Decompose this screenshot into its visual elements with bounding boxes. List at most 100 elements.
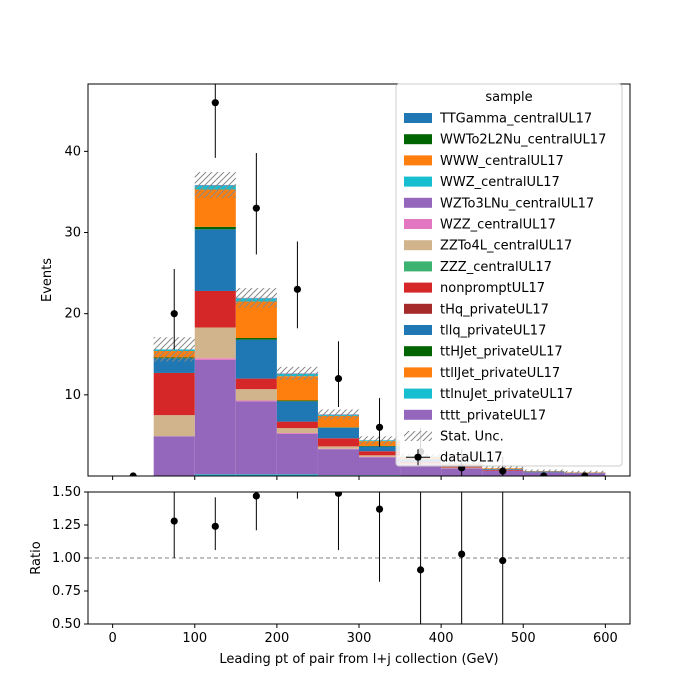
- stat-unc-bin-4: [276, 366, 318, 380]
- ratio-panel: 0.50 0.75 1.00 1.25 1.50 0 100 200 300 400 500 600…: [29, 485, 631, 667]
- legend-label: WWW_centralUL17: [440, 154, 564, 169]
- bar-ZZTo4L_centralUL17-bin-6: [359, 455, 401, 457]
- bar-nonpromptUL17-bin-4: [276, 421, 318, 429]
- legend: sample TTGamma_centralUL17 WWTo2L2Nu_cent…: [395, 83, 623, 467]
- legend-swatch-stat-unc: [404, 431, 432, 441]
- x-tick-label: 600: [593, 631, 618, 646]
- bar-WZTo3LNu_centralUL17-bin-2: [194, 359, 236, 475]
- stat-unc-bin-10: [523, 469, 565, 473]
- data-point-5: [334, 375, 343, 383]
- ratio-point-7: [458, 550, 466, 558]
- main-y-tick-label: 20: [64, 307, 81, 322]
- legend-swatch-WWTo2L2Nu_centralUL17: [404, 134, 432, 145]
- legend-swatch-ttlnuJet_privateUL17: [404, 388, 432, 399]
- legend-swatch-ttllJet_privateUL17: [404, 367, 432, 378]
- bar-ZZTo4L_centralUL17-bin-1: [153, 415, 195, 437]
- x-tick-label: 100: [182, 631, 207, 646]
- main-x-ticks: [112, 476, 606, 480]
- data-point-9: [499, 467, 507, 475]
- legend-label: ttllJet_privateUL17: [440, 366, 560, 381]
- legend-swatch-ttHJet_privateUL17: [404, 346, 432, 357]
- main-y-axis-label: Events: [40, 258, 55, 302]
- bar-ttHJet_privateUL17-bin-2: [194, 226, 236, 230]
- ratio-point-0: [170, 517, 178, 525]
- ratio-y-tick-label: 1.50: [52, 485, 81, 500]
- legend-swatch-ZZZ_centralUL17: [404, 261, 432, 272]
- ratio-y-tick-label: 0.50: [52, 617, 81, 632]
- bar-ttHJet_privateUL17-bin-3: [235, 338, 277, 340]
- bar-tllq_privateUL17-bin-3: [235, 339, 277, 379]
- data-point-4: [293, 285, 302, 293]
- ratio-point-1: [211, 522, 219, 530]
- ratio-y-tick-label: 1.25: [52, 518, 81, 533]
- bar-nonpromptUL17-bin-6: [359, 451, 401, 456]
- data-point-6: [375, 423, 384, 431]
- legend-label: WWZ_centralUL17: [440, 175, 560, 190]
- main-y-ticks: 10 20 30 40: [64, 144, 88, 403]
- bar-nonpromptUL17-bin-3: [235, 378, 277, 390]
- main-y-tick-label: 30: [64, 226, 81, 241]
- legend-swatch-WZZ_centralUL17: [404, 219, 432, 229]
- stacked-bars: [153, 185, 606, 476]
- legend-swatch-WZTo3LNu_centralUL17: [404, 197, 432, 208]
- legend-label: tHq_privateUL17: [440, 302, 549, 317]
- legend-swatch-WWZ_centralUL17: [404, 176, 432, 187]
- data-point-1: [170, 310, 178, 318]
- bar-WZZ_centralUL17-bin-3: [235, 400, 277, 402]
- bar-tllq_privateUL17-bin-2: [194, 229, 236, 291]
- bar-nonpromptUL17-bin-5: [317, 438, 359, 447]
- data-point-10: [540, 472, 548, 476]
- main-y-tick-label: 10: [64, 388, 81, 403]
- ratio-points: [170, 492, 507, 624]
- stat-unc-bin-5: [317, 409, 359, 420]
- ratio-x-ticks: 0 100 200 300 400 500 600: [108, 624, 618, 646]
- bar-WZZ_centralUL17-bin-4: [276, 432, 318, 434]
- legend-title: sample: [485, 90, 532, 105]
- ratio-point-5: [375, 505, 384, 513]
- bar-ZZTo4L_centralUL17-bin-2: [194, 327, 236, 359]
- bar-tllq_privateUL17-bin-1: [153, 358, 195, 373]
- legend-label: TTGamma_centralUL17: [439, 112, 592, 127]
- ratio-axes-frame: [87, 491, 631, 625]
- legend-label: WZZ_centralUL17: [440, 218, 556, 233]
- legend-label: ZZZ_centralUL17: [440, 260, 552, 275]
- x-tick-label: 400: [429, 631, 454, 646]
- legend-label: ttlnuJet_privateUL17: [440, 387, 573, 402]
- legend-swatch-tttt_privateUL17: [404, 409, 432, 420]
- bar-ttllJet_privateUL17-bin-5: [317, 415, 359, 428]
- legend-label: dataUL17: [440, 451, 503, 466]
- bar-WZTo3LNu_centralUL17-bin-1: [153, 436, 195, 476]
- x-axis-label: Leading pt of pair from l+j collection (…: [219, 652, 498, 667]
- bar-tllq_privateUL17-bin-5: [317, 427, 359, 439]
- bar-WWZ_centralUL17-bin-4: [276, 474, 318, 476]
- ratio-y-ticks: 0.50 0.75 1.00 1.25 1.50: [52, 485, 88, 632]
- data-point-0: [129, 472, 137, 476]
- legend-swatch-tHq_privateUL17: [404, 303, 432, 314]
- legend-data-marker: [414, 453, 422, 461]
- ratio-point-8: [499, 557, 507, 565]
- bar-ttHJet_privateUL17-bin-4: [276, 400, 318, 402]
- bar-tllq_privateUL17-bin-4: [276, 401, 318, 422]
- x-tick-label: 0: [108, 631, 116, 646]
- bar-ZZTo4L_centralUL17-bin-3: [235, 389, 277, 401]
- stat-unc-bin-11: [564, 470, 606, 474]
- legend-label: nonpromptUL17: [440, 281, 545, 296]
- x-tick-label: 300: [347, 631, 372, 646]
- bar-WWZ_centralUL17-bin-3: [235, 474, 277, 476]
- data-point-2: [211, 99, 219, 107]
- legend-label: tllq_privateUL17: [440, 324, 546, 339]
- bar-ZZTo4L_centralUL17-bin-5: [317, 446, 359, 449]
- ratio-point-2: [252, 492, 260, 500]
- legend-label: ttHJet_privateUL17: [440, 345, 563, 360]
- x-tick-label: 500: [511, 631, 536, 646]
- bar-ZZTo4L_centralUL17-bin-4: [276, 428, 318, 433]
- ratio-y-tick-label: 1.00: [52, 551, 81, 566]
- legend-label: tttt_privateUL17: [440, 408, 546, 423]
- bar-WZTo3LNu_centralUL17-bin-4: [276, 433, 318, 475]
- legend-box: [395, 83, 623, 467]
- bar-nonpromptUL17-bin-1: [153, 372, 195, 416]
- bar-WZTo3LNu_centralUL17-bin-3: [235, 401, 277, 475]
- bar-tllq_privateUL17-bin-6: [359, 446, 401, 452]
- bar-WZTo3LNu_centralUL17-bin-5: [317, 449, 359, 476]
